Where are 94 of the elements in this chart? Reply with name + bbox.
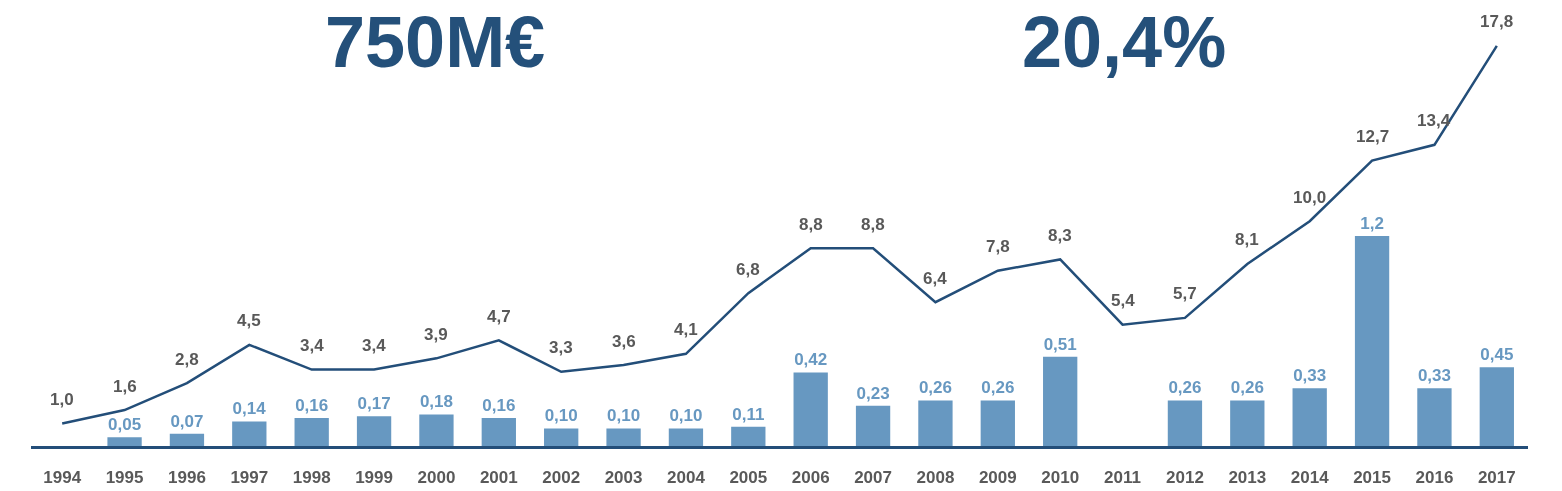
data-label: 1,2	[1360, 213, 1384, 233]
data-label: 8,3	[1048, 226, 1072, 245]
bar	[232, 421, 267, 446]
data-label: 0,26	[1168, 378, 1202, 398]
data-label: 12,7	[1356, 127, 1390, 146]
x-tick-label: 2001	[479, 467, 518, 487]
bar	[1230, 400, 1265, 446]
text: 20,4%	[1022, 2, 1227, 82]
data-label: 2,8	[175, 350, 199, 369]
data-label: 3,9	[424, 325, 448, 344]
bar	[107, 437, 142, 446]
data-label: 13,4	[1417, 111, 1451, 130]
x-tick-label: 2013	[1228, 467, 1267, 487]
data-label: 8,8	[799, 215, 823, 234]
x-tick-label: 2003	[604, 467, 643, 487]
data-label: 0,07	[170, 411, 204, 431]
x-tick-label: 2004	[667, 467, 706, 487]
data-label: 10,0	[1293, 188, 1327, 207]
bar	[1043, 356, 1078, 446]
x-tick-label: 2010	[1041, 467, 1080, 487]
bar	[356, 416, 392, 446]
data-label: 0,45	[1480, 345, 1514, 365]
bar	[1167, 400, 1203, 446]
x-tick-label: 1994	[43, 467, 82, 487]
bar	[980, 400, 1015, 446]
x-tick-label: 1995	[105, 467, 144, 487]
data-label: 8,8	[861, 215, 885, 234]
data-label: 3,3	[549, 338, 573, 357]
data-label: 5,4	[1111, 291, 1136, 310]
data-label: 0,26	[1230, 378, 1264, 398]
x-tick-label: 2011	[1104, 467, 1142, 487]
x-tick-label: 1996	[168, 467, 206, 487]
bar	[793, 372, 828, 446]
bar	[731, 426, 766, 446]
x-tick-label: 2012	[1166, 467, 1204, 487]
x-tick-label: 1999	[355, 467, 393, 487]
data-label: 0,51	[1043, 334, 1077, 354]
data-label: 0,17	[357, 394, 391, 414]
x-tick-label: 2002	[542, 467, 581, 487]
data-label: 0,10	[607, 406, 641, 426]
bar	[1354, 235, 1390, 446]
bar	[544, 428, 579, 446]
bar	[169, 433, 205, 446]
bar	[855, 405, 891, 446]
bar	[294, 417, 329, 446]
data-label: 0,33	[1293, 366, 1327, 386]
data-label: 0,16	[295, 395, 329, 415]
x-tick-label: 2017	[1477, 467, 1516, 487]
x-tick-label: 2000	[417, 467, 456, 487]
text: 750M€	[325, 2, 546, 82]
x-tick-label: 1997	[230, 467, 269, 487]
data-label: 0,10	[544, 406, 578, 426]
data-label: 0,16	[482, 395, 516, 415]
data-label: 6,8	[736, 260, 760, 279]
bar	[1479, 367, 1514, 446]
data-label: 0,18	[419, 392, 453, 412]
x-tick-label: 2006	[791, 467, 830, 487]
bar	[918, 400, 953, 446]
bar	[1417, 388, 1452, 446]
data-label: 0,33	[1417, 366, 1451, 386]
bar	[481, 417, 516, 446]
x-tick-label: 1998	[292, 467, 331, 487]
data-label: 0,26	[981, 378, 1015, 398]
data-label: 3,4	[362, 336, 387, 355]
data-label: 0,23	[856, 383, 890, 403]
x-tick-label: 2007	[854, 467, 892, 487]
data-label: 4,1	[674, 320, 698, 339]
data-label: 0,26	[918, 378, 952, 398]
data-label: 8,1	[1235, 230, 1259, 249]
bar	[606, 428, 641, 446]
data-label: 7,8	[986, 237, 1010, 256]
x-tick-label: 2016	[1415, 467, 1454, 487]
x-tick-label: 2009	[978, 467, 1017, 487]
data-label: 4,7	[487, 307, 511, 326]
data-label: 3,6	[612, 332, 636, 351]
data-label: 0,42	[794, 350, 828, 370]
data-label: 6,4	[923, 269, 948, 288]
data-label: 0,14	[232, 399, 267, 419]
data-label: 17,8	[1480, 12, 1514, 31]
data-label: 3,4	[300, 336, 325, 355]
bar	[419, 414, 454, 446]
data-label: 0,05	[108, 415, 142, 435]
data-label: 1,6	[113, 377, 137, 396]
bar	[1292, 388, 1327, 446]
x-tick-label: 2008	[916, 467, 955, 487]
x-tick-label: 2005	[729, 467, 768, 487]
data-label: 0,10	[669, 406, 703, 426]
data-label: 5,7	[1173, 284, 1197, 303]
x-tick-label: 2014	[1290, 467, 1330, 487]
data-label: 0,11	[732, 404, 765, 424]
bar	[668, 428, 704, 446]
data-label: 4,5	[237, 311, 261, 330]
x-tick-label: 2015	[1353, 467, 1391, 487]
data-label: 1,0	[50, 390, 74, 409]
